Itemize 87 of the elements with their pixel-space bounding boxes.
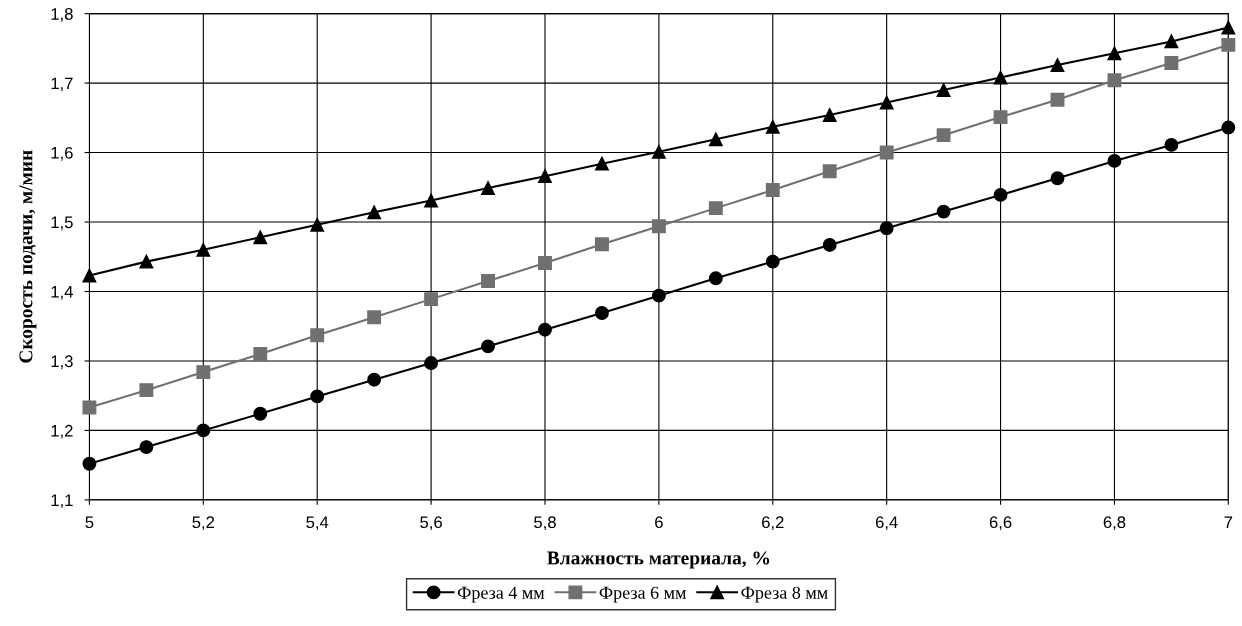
y-tick-label: 1,8 [51, 8, 73, 22]
point [822, 164, 837, 179]
point [310, 328, 325, 343]
y-tick-label: 1,3 [51, 355, 73, 370]
point [538, 169, 552, 184]
point [253, 406, 268, 421]
point [1164, 34, 1179, 49]
point [253, 230, 268, 245]
x-tick-label: 5 [85, 516, 94, 529]
point [367, 205, 382, 220]
point [481, 339, 495, 354]
y-tick-label: 1,6 [51, 146, 73, 161]
point [1221, 20, 1236, 35]
x-tick-label: 5,8 [534, 516, 556, 531]
point [538, 322, 552, 337]
point [253, 347, 268, 361]
y-tick-label: 1,2 [51, 424, 73, 439]
x-tick-label: 5,4 [306, 516, 329, 531]
point [936, 83, 951, 97]
y-tick-label: 1,1 [51, 494, 73, 509]
x-axis-title: Влажность материала, % [547, 551, 770, 569]
x-tick-label: 6,4 [875, 516, 898, 531]
point [765, 119, 780, 134]
point [822, 237, 837, 252]
point [82, 456, 97, 471]
y-tick-label: 1,4 [51, 286, 73, 300]
point [139, 254, 154, 269]
point [651, 288, 666, 303]
y-axis-title: Скорость подачи, м/мин [19, 150, 37, 363]
point [1050, 92, 1065, 107]
point [367, 310, 382, 325]
point [993, 187, 1008, 202]
point [1050, 58, 1065, 72]
point [1107, 153, 1122, 168]
legend-label: Фреза 8 мм [741, 586, 828, 603]
point [538, 256, 552, 270]
point [594, 156, 609, 171]
x-tick-label: 5,6 [420, 516, 442, 531]
point [196, 365, 211, 380]
point [594, 237, 609, 252]
point [82, 268, 97, 283]
point [993, 70, 1008, 85]
point [196, 423, 211, 438]
point [1164, 137, 1179, 152]
x-tick-label: 6 [655, 516, 663, 529]
x-tick-label: 6,6 [989, 516, 1012, 531]
x-tick-label: 6,2 [762, 516, 784, 531]
point [481, 181, 495, 195]
point [424, 292, 439, 307]
point [310, 217, 325, 232]
point [196, 242, 211, 257]
point [1164, 55, 1179, 70]
point [765, 183, 780, 198]
point [424, 193, 439, 208]
point [936, 128, 951, 143]
point [1221, 37, 1236, 52]
x-tick-label: 6,8 [1103, 516, 1126, 531]
point [1050, 171, 1065, 186]
point [879, 95, 894, 110]
point [139, 440, 154, 455]
y-tick-label: 1,5 [51, 216, 73, 231]
point [82, 400, 97, 415]
point [1107, 73, 1122, 88]
point [879, 145, 894, 160]
x-tick-label: 7 [1224, 516, 1233, 528]
point [708, 132, 723, 147]
point [708, 271, 723, 286]
x-tick-label: 5,2 [192, 516, 215, 531]
point [708, 201, 723, 216]
point [310, 389, 325, 404]
point [993, 110, 1008, 125]
point [822, 108, 837, 122]
point [594, 306, 609, 320]
point [651, 219, 666, 234]
point [936, 204, 951, 219]
point [879, 221, 894, 236]
point [481, 274, 495, 289]
y-tick-label: 1,7 [51, 77, 73, 92]
point [424, 356, 439, 370]
point [367, 372, 382, 387]
point [651, 144, 666, 159]
legend-label: Фреза 6 мм [599, 586, 687, 603]
point [139, 383, 154, 398]
point [1221, 120, 1236, 135]
legend-label: Фреза 4 мм [457, 586, 545, 603]
point [1107, 46, 1122, 61]
point [765, 254, 780, 269]
